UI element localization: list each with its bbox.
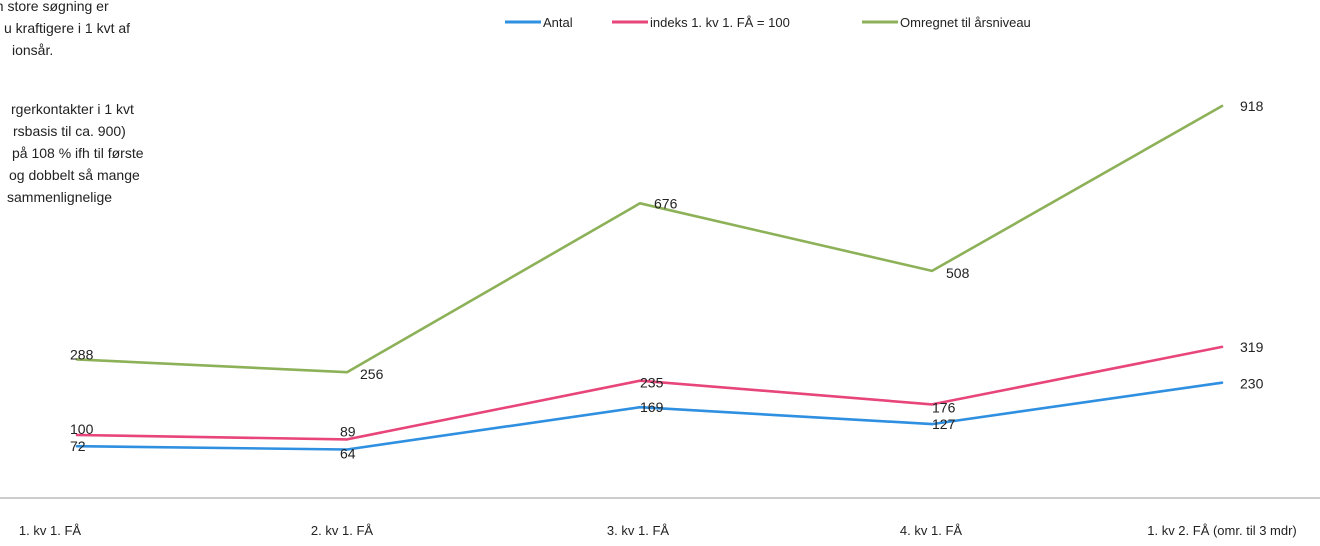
- side-line: sammenlignelige: [7, 189, 113, 205]
- x-tick-label: 1. kv 2. FÅ (omr. til 3 mdr): [1147, 523, 1297, 538]
- legend-label-3: Omregnet til årsniveau: [900, 15, 1031, 30]
- data-label: 169: [640, 399, 664, 415]
- side-paragraph-1: en store søgning er u kraftigere i 1 kvt…: [0, 0, 190, 83]
- data-label-layer: 72 64 169 127 230 100 89 235 176 319 288 256 676 508 9…: [70, 98, 1264, 462]
- data-label: 72: [70, 438, 86, 454]
- side-line: ionsår.: [12, 42, 54, 58]
- data-label: 176: [932, 399, 956, 415]
- data-label: 64: [340, 446, 356, 462]
- legend-label-2: indeks 1. kv 1. FÅ = 100: [650, 15, 790, 30]
- side-line: en store søgning er: [0, 0, 109, 14]
- side-text: en store søgning er u kraftigere i 1 kvt…: [0, 0, 190, 215]
- side-line: på 108 % ifh til første: [12, 145, 144, 161]
- x-tick-label: 2. kv 1. FÅ: [311, 523, 373, 538]
- side-line: rsbasis til ca. 900): [13, 123, 126, 139]
- chart-legend: Antal indeks 1. kv 1. FÅ = 100 Omregnet ti…: [505, 15, 1031, 30]
- data-label: 235: [640, 375, 664, 391]
- series-line-3: [75, 104, 1224, 374]
- data-label: 918: [1240, 98, 1264, 114]
- data-label: 676: [654, 195, 678, 211]
- side-line: og dobbelt så mange: [9, 167, 140, 183]
- x-tick-label: 4. kv 1. FÅ: [900, 523, 962, 538]
- side-line: u kraftigere i 1 kvt af: [4, 20, 131, 36]
- series-line-1: [75, 381, 1224, 451]
- x-tick-layer: 1. kv 1. FÅ 2. kv 1. FÅ 3. kv 1. FÅ 4. kv 1…: [19, 523, 1297, 538]
- x-tick-label: 1. kv 1. FÅ: [19, 523, 81, 538]
- x-tick-label: 3. kv 1. FÅ: [607, 523, 669, 538]
- side-line: rgerkontakter i 1 kvt: [11, 101, 134, 117]
- legend-label-1: Antal: [543, 15, 573, 30]
- data-label: 288: [70, 346, 94, 362]
- data-label: 230: [1240, 376, 1264, 392]
- series-line-2: [75, 345, 1224, 441]
- data-label: 100: [70, 421, 94, 437]
- data-label: 89: [340, 423, 356, 439]
- side-paragraph-2: rgerkontakter i 1 kvt rsbasis til ca. 90…: [7, 98, 190, 208]
- data-label: 319: [1240, 339, 1264, 355]
- data-label: 127: [932, 416, 956, 432]
- data-label: 256: [360, 366, 384, 382]
- data-label: 508: [946, 265, 970, 281]
- series-layer: [75, 104, 1224, 451]
